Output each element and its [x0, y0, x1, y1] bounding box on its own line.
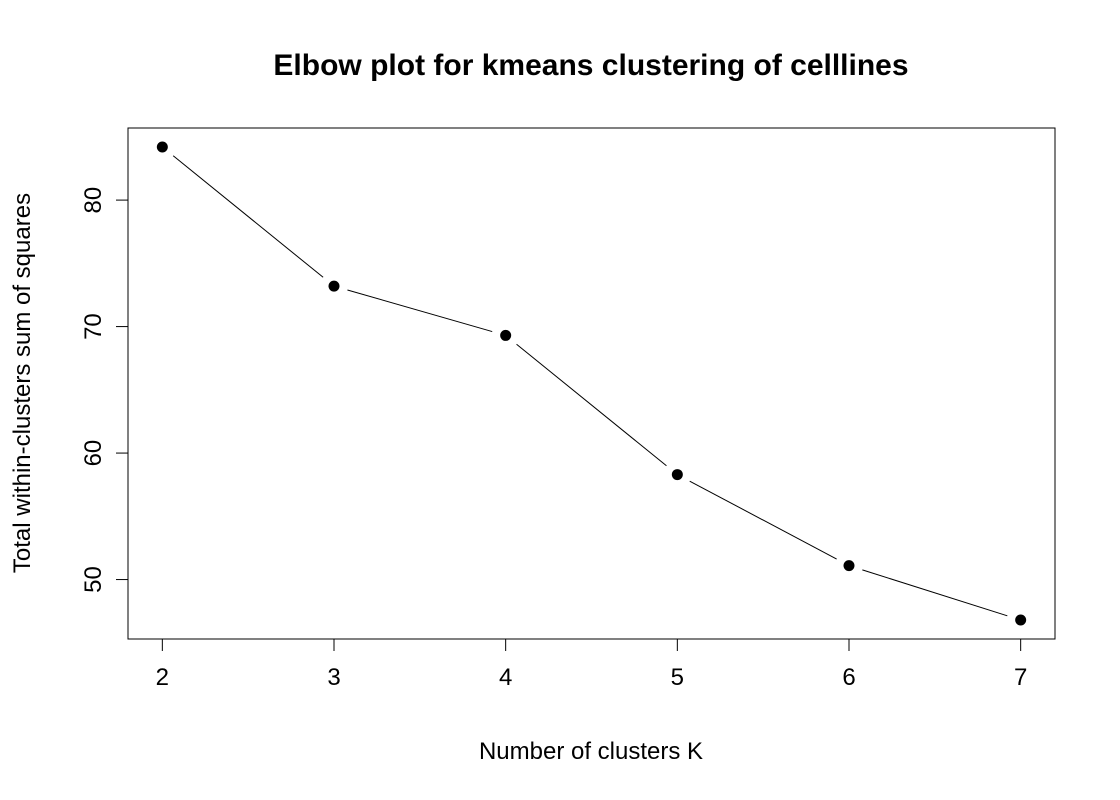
- x-tick-label: 7: [1014, 664, 1027, 691]
- line-segment: [172, 155, 324, 278]
- x-tick-label: 5: [671, 664, 684, 691]
- x-tick-label: 3: [327, 664, 340, 691]
- line-segment: [862, 569, 1008, 617]
- x-tick-label: 6: [842, 664, 855, 691]
- data-point: [500, 329, 512, 341]
- data-points: [156, 141, 1027, 626]
- data-point: [156, 141, 168, 153]
- x-tick-label: 2: [156, 664, 169, 691]
- y-axis: 50 60 70 80: [80, 187, 129, 593]
- x-axis-label: Number of clusters K: [479, 738, 703, 765]
- y-tick-label: 70: [80, 313, 107, 340]
- x-tick-label: 4: [499, 664, 512, 691]
- chart-title: Elbow plot for kmeans clustering of cell…: [273, 49, 908, 82]
- line-segment: [689, 480, 837, 560]
- line-segment: [516, 343, 667, 467]
- plot-frame: [127, 127, 1056, 640]
- line-segment: [347, 289, 493, 333]
- y-tick-label: 60: [80, 440, 107, 467]
- y-tick-label: 80: [80, 187, 107, 214]
- data-point: [843, 560, 855, 572]
- y-axis-label: Total within-clusters sum of squares: [9, 193, 36, 573]
- x-axis: 2 3 4 5 6 7: [156, 638, 1027, 691]
- series-line: [172, 155, 1008, 617]
- data-point: [671, 469, 683, 481]
- data-point: [1015, 614, 1027, 626]
- y-tick-label: 50: [80, 566, 107, 593]
- data-point: [328, 280, 340, 292]
